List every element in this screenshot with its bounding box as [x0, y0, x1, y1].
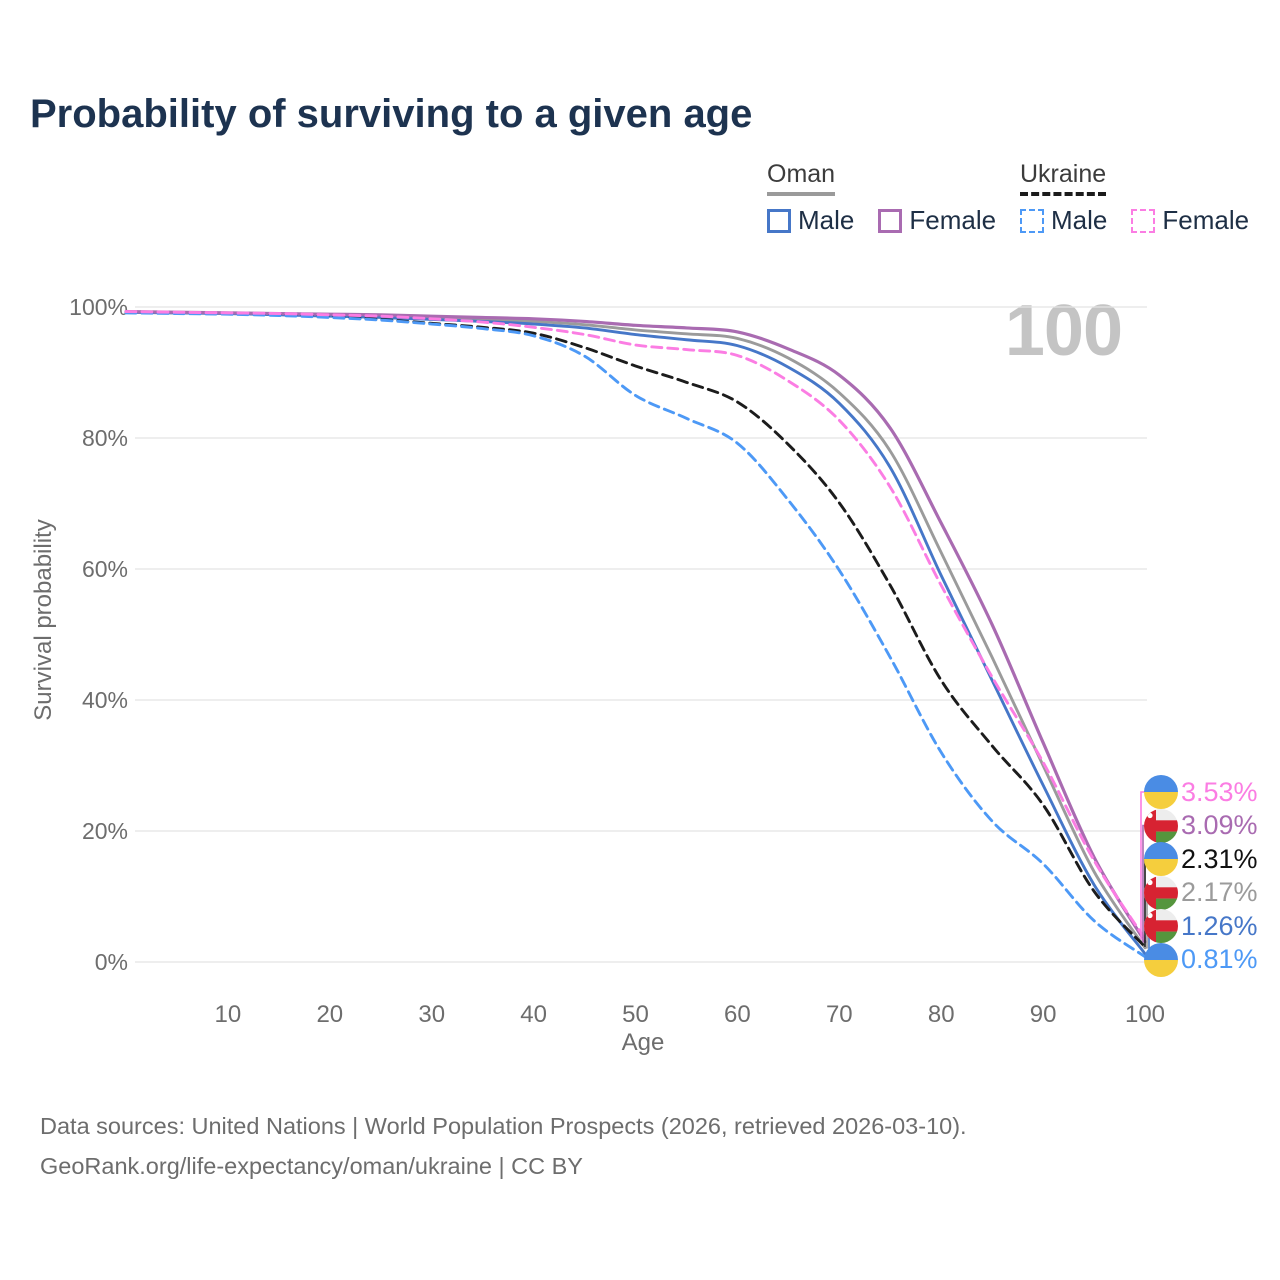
legend-item-ukraine-female[interactable]: Female: [1131, 205, 1249, 236]
x-tick-label: 100: [1125, 1001, 1165, 1028]
legend-swatch-oman-male: [767, 208, 791, 233]
curve-oman-female[interactable]: [124, 309, 1147, 944]
end-label-ukraine-female[interactable]: 3.53%: [1144, 775, 1258, 809]
x-tick-label: 10: [215, 1001, 242, 1028]
end-label-value: 3.53%: [1181, 776, 1258, 807]
curve-ukraine[interactable]: [124, 310, 1147, 949]
legend-items-row: Male Female: [1020, 205, 1249, 236]
end-label-value: 2.17%: [1181, 877, 1258, 907]
legend-item-oman-female[interactable]: Female: [878, 205, 996, 236]
end-label-oman[interactable]: 2.17%: [1144, 875, 1258, 910]
footer-sources: Data sources: United Nations | World Pop…: [40, 1113, 967, 1139]
page-title: Probability of surviving to a given age: [30, 92, 753, 136]
oman-flag-icon: [1144, 875, 1178, 910]
x-tick-label: 50: [622, 1001, 649, 1028]
footer-link: GeoRank.org/life-expectancy/oman/ukraine…: [40, 1153, 583, 1179]
oman-flag-icon: [1144, 909, 1178, 943]
y-tick-label: 80%: [82, 425, 128, 451]
legend-swatch-oman-female: [878, 208, 903, 233]
end-label-value: 2.31%: [1181, 843, 1258, 874]
ukraine-flag-icon: [1144, 775, 1178, 809]
legend-swatch-ukraine-female: [1131, 208, 1156, 233]
x-tick-label: 20: [316, 1001, 343, 1028]
curve-oman-male[interactable]: [124, 310, 1147, 956]
x-tick-label: 70: [826, 1001, 853, 1028]
curve-ukraine-female[interactable]: [124, 310, 1147, 941]
end-label-ukraine-male[interactable]: 0.81%: [1144, 942, 1258, 977]
legend-header-oman[interactable]: Oman: [767, 160, 836, 196]
x-tick-label: 60: [724, 1001, 751, 1028]
age-watermark: 100: [1004, 291, 1123, 371]
x-tick-label: 80: [928, 1001, 955, 1028]
legend-item-oman-male[interactable]: Male: [767, 205, 854, 236]
oman-flag-icon: [1144, 808, 1178, 843]
y-tick-label: 40%: [82, 687, 128, 713]
end-label-value: 0.81%: [1181, 944, 1258, 974]
legend-items-row: Male Female: [767, 205, 996, 236]
legend-group-oman: Oman Male Female: [767, 160, 996, 236]
legend-item-label: Female: [909, 205, 997, 235]
legend-item-label: Male: [798, 205, 855, 235]
x-axis-title: Age: [622, 1029, 665, 1056]
end-label-value: 3.09%: [1181, 810, 1258, 840]
end-label-oman-male[interactable]: 1.26%: [1144, 909, 1258, 943]
legend-item-label: Female: [1162, 205, 1250, 235]
end-label-ukraine[interactable]: 2.31%: [1144, 842, 1258, 876]
x-tick-label: 90: [1030, 1001, 1057, 1028]
y-tick-label: 60%: [82, 556, 128, 582]
legend-group-ukraine: Ukraine Male Female: [1020, 160, 1249, 236]
y-tick-label: 20%: [82, 818, 128, 844]
x-tick-label: 30: [418, 1001, 445, 1028]
ukraine-flag-icon: [1144, 942, 1178, 977]
y-tick-label: 0%: [95, 949, 128, 975]
legend-swatch-ukraine-male: [1020, 208, 1044, 233]
legend-header-ukraine[interactable]: Ukraine: [1020, 160, 1107, 196]
curve-ukraine-male[interactable]: [124, 311, 1147, 959]
end-label-value: 1.26%: [1181, 910, 1258, 941]
legend-item-ukraine-male[interactable]: Male: [1020, 205, 1107, 236]
ukraine-flag-icon: [1144, 842, 1178, 876]
y-tick-label: 100%: [69, 294, 128, 320]
legend-item-label: Male: [1051, 205, 1108, 235]
curve-oman[interactable]: [124, 310, 1147, 950]
x-tick-label: 40: [520, 1001, 547, 1028]
footer-note: Data sources: United Nations | World Pop…: [40, 1106, 967, 1186]
end-label-oman-female[interactable]: 3.09%: [1144, 808, 1258, 843]
